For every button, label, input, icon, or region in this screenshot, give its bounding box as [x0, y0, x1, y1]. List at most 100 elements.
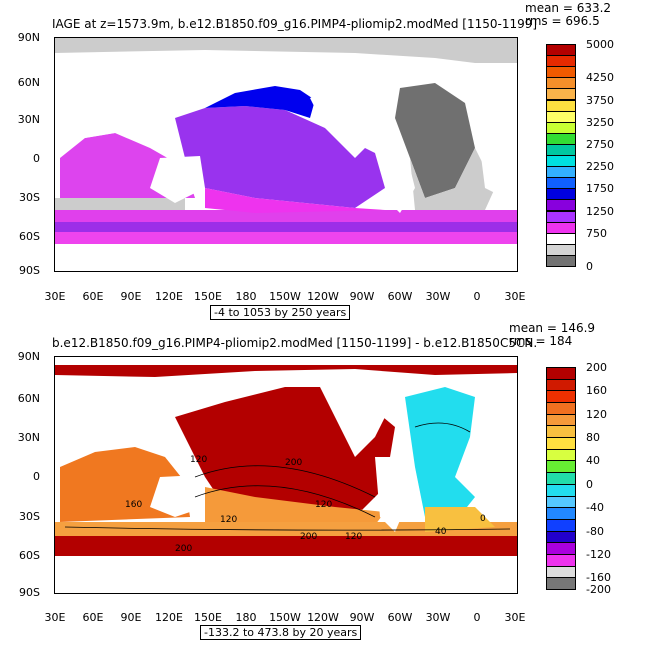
lat-label: 30N: [17, 431, 40, 444]
map-iage-svg: [55, 38, 517, 271]
lat-label: 60S: [19, 549, 40, 562]
southern-band-red: [55, 536, 517, 546]
colorbar-label: -40: [586, 501, 604, 515]
land-south-america: [375, 457, 410, 532]
colorbar-label: 750: [586, 226, 607, 240]
lon-label: 90E: [120, 611, 142, 624]
colorbar-label: 200: [586, 361, 607, 374]
colorbar-label: 0: [586, 477, 593, 491]
colorbar-label: 120: [586, 407, 607, 421]
atlantic-cyan: [405, 387, 475, 487]
colorbar-label: -80: [586, 524, 604, 538]
colorbar-label: 160: [586, 384, 607, 398]
colorbar-iage: 5000 4250 3750 3250 2750 2250 1750 1250 750 0: [546, 38, 636, 273]
lat-label: 0: [33, 152, 40, 165]
colorbar-label: 4250: [586, 71, 614, 85]
colorbar-label: 3750: [586, 93, 614, 107]
lon-label: 30W: [425, 290, 451, 303]
panel2-title: b.e12.B1850.f09_g16.PIMP4-pliomip2.modMe…: [52, 336, 538, 350]
lon-label: 90W: [349, 290, 375, 303]
lon-label: 60E: [82, 611, 104, 624]
lat-label: 90S: [19, 586, 40, 599]
lon-label: 120E: [155, 611, 183, 624]
lon-label: 150W: [269, 611, 301, 624]
band-grey-indian: [55, 198, 185, 210]
lon-label: 0: [473, 611, 481, 624]
lat-label: 90N: [17, 31, 40, 44]
land-antarctica: [55, 244, 517, 271]
lon-label: 30E: [44, 611, 66, 624]
south-pacific-magenta: [205, 188, 385, 213]
contour-label: 200: [300, 532, 317, 542]
lon-label: 180: [235, 290, 257, 303]
lon-label: 120E: [155, 290, 183, 303]
land-asia: [60, 68, 165, 138]
land-south-america: [385, 148, 415, 213]
map-diff-svg: 120 200 160 120 200 200 120 120 40 0: [55, 357, 517, 593]
contour-label: 200: [175, 544, 192, 554]
lon-label: 90E: [120, 290, 142, 303]
panel1-range-box: -4 to 1053 by 250 years: [210, 305, 351, 320]
arctic-red: [55, 365, 517, 377]
south-atlantic-grey: [410, 148, 495, 210]
lat-label: 60N: [17, 392, 40, 405]
colorbar-label: -200: [586, 583, 611, 596]
land-antarctica: [55, 562, 517, 593]
panel-difference: b.e12.B1850.f09_g16.PIMP4-pliomip2.modMe…: [0, 322, 647, 647]
north-pacific-blue: [205, 86, 315, 118]
colorbar-label: -120: [586, 547, 611, 561]
panel1-mean: mean = 633.2: [525, 1, 612, 15]
south-pacific-orange: [205, 487, 385, 527]
contour-label: 120: [220, 515, 237, 525]
contour-label: 120: [345, 532, 362, 542]
lat-label: 60N: [17, 76, 40, 89]
contour-label: 120: [190, 455, 207, 465]
atlantic-dark-grey: [395, 83, 475, 198]
band-southern-purple: [55, 222, 517, 232]
land-africa: [475, 98, 517, 198]
pacific-purple: [175, 106, 385, 208]
land-north-america: [315, 375, 395, 457]
southern-band-orange: [55, 522, 517, 536]
antarctic-red: [55, 546, 517, 556]
land-asia: [60, 379, 165, 452]
contour-label: 0: [480, 514, 486, 524]
lon-label: 120W: [307, 611, 339, 624]
panel2-range-box: -133.2 to 473.8 by 20 years: [200, 625, 362, 640]
lon-label: 30E: [504, 611, 526, 624]
lat-label: 60S: [19, 230, 40, 243]
colorbar-label: 40: [586, 454, 600, 468]
panel-iage: IAGE at z=1573.9m, b.e12.B1850.f09_g16.P…: [0, 0, 647, 322]
band-southern-magenta: [55, 210, 517, 222]
colorbar-swatch: [546, 577, 576, 590]
lon-label: 150W: [269, 290, 301, 303]
panel1-rms: rms = 696.5: [525, 14, 600, 28]
contour-label: 200: [285, 458, 302, 468]
lat-label: 90S: [19, 264, 40, 277]
colorbar-label: 2250: [586, 160, 614, 174]
lon-label: 60W: [387, 611, 413, 624]
contour-label: 120: [315, 500, 332, 510]
lon-label: 60W: [387, 290, 413, 303]
lat-label: 0: [33, 470, 40, 483]
colorbar-label: 3250: [586, 115, 614, 129]
lat-label: 30N: [17, 113, 40, 126]
panel2-rms: rms = 184: [509, 334, 573, 348]
colorbar-label: 1750: [586, 182, 614, 196]
contour-label: 160: [125, 500, 142, 510]
panel1-title: IAGE at z=1573.9m, b.e12.B1850.f09_g16.P…: [52, 17, 538, 31]
colorbar-label: 5000: [586, 38, 614, 51]
lon-label: 150E: [194, 290, 222, 303]
colorbar-label: 2750: [586, 137, 614, 151]
map-plot-iage: [54, 37, 518, 272]
lon-label: 0: [473, 290, 481, 303]
lon-label: 30E: [504, 290, 526, 303]
colorbar-label: 0: [586, 260, 593, 273]
land-australia: [150, 475, 205, 517]
lon-label: 90W: [349, 611, 375, 624]
map-plot-difference: 120 200 160 120 200 200 120 120 40 0: [54, 356, 518, 594]
colorbar-label: 80: [586, 431, 600, 445]
lon-label: 60E: [82, 290, 104, 303]
south-atlantic-yellow: [425, 507, 495, 532]
land-africa: [475, 412, 517, 507]
